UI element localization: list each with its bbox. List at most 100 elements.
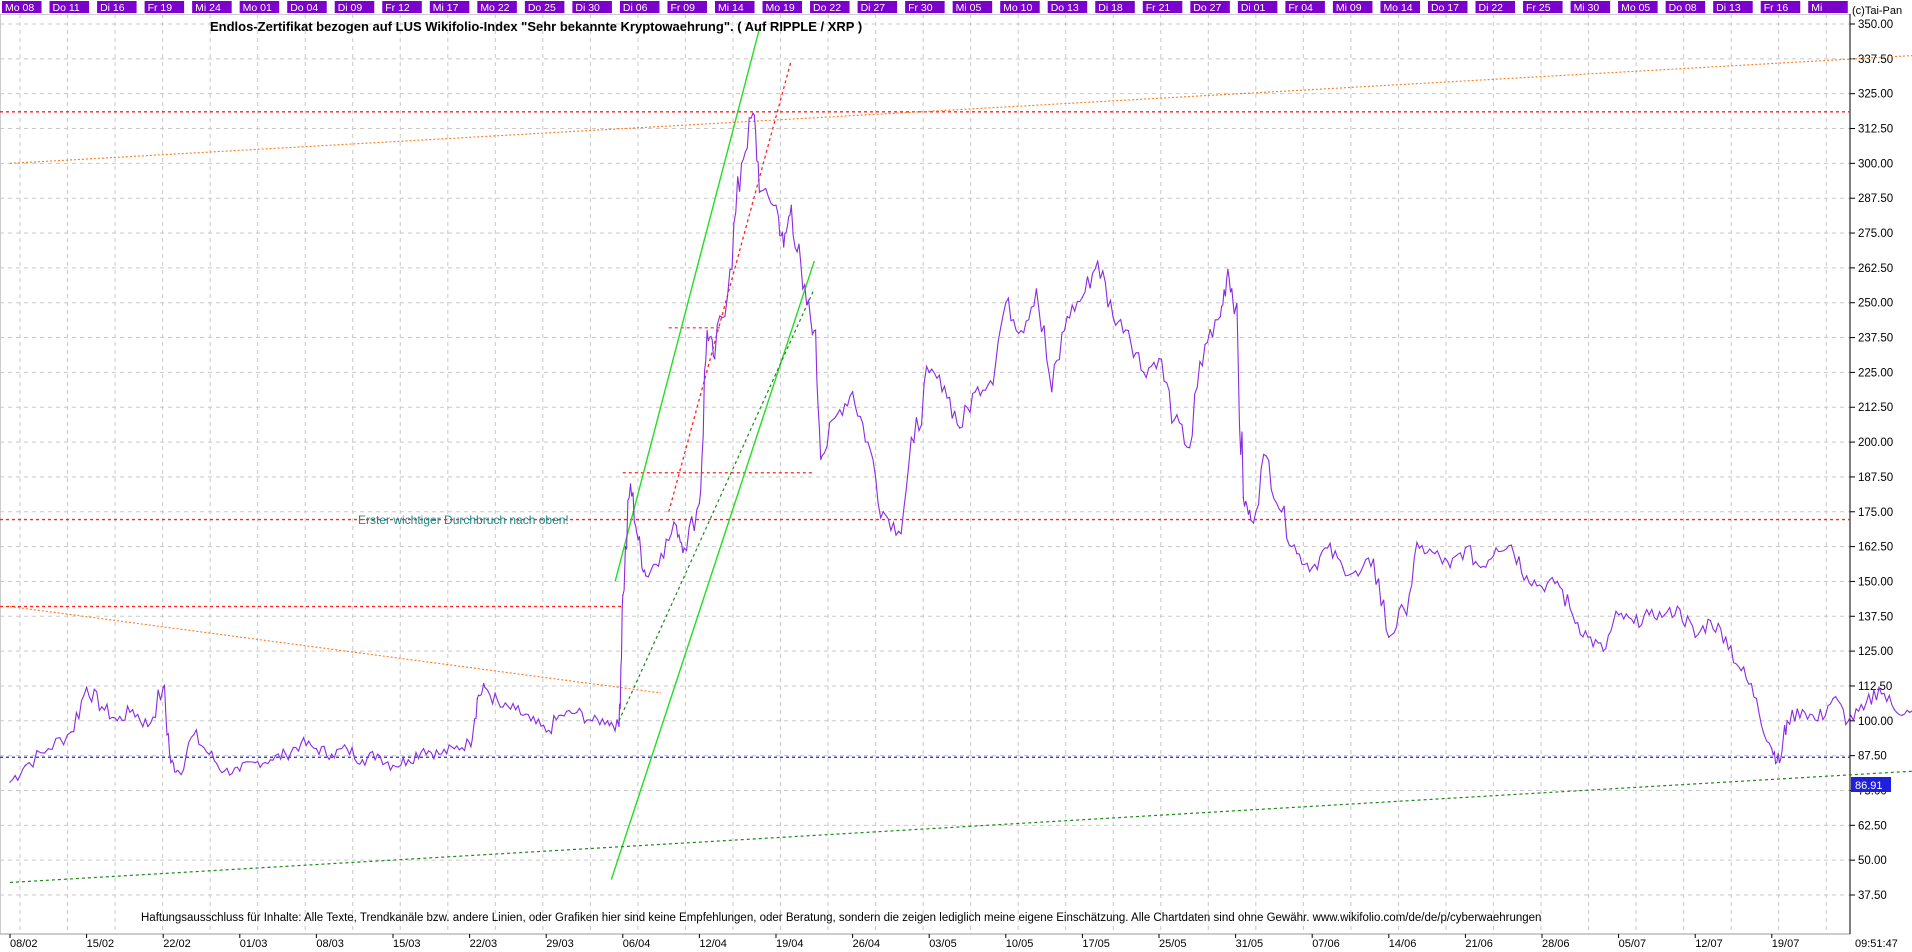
top-day-cell [1237,1,1278,13]
data-point [783,246,785,248]
top-day-label: Fr 16 [1764,2,1789,14]
data-point [660,553,662,555]
data-point [1342,566,1344,569]
top-day-cell [952,1,993,13]
data-point [70,731,72,733]
data-point [1035,288,1037,290]
data-point [1755,697,1758,700]
top-day-cell [1523,1,1563,13]
data-point [1372,558,1375,560]
y-tick-label: 225.00 [1858,367,1893,379]
bottom-date-label: 31/05 [1236,938,1264,950]
trendline-green-upper [614,23,762,582]
top-day-label: Do 13 [1051,2,1079,14]
top-day-cell [1095,1,1135,13]
data-point [1005,302,1007,304]
data-point [1847,720,1849,722]
top-day-cell [477,1,517,13]
bottom-date-label: 22/02 [163,938,191,950]
y-tick-label: 162.50 [1858,542,1893,554]
top-day-label: Mo 14 [1383,2,1412,14]
top-day-cell [572,1,612,13]
y-tick-label: 187.50 [1858,472,1893,484]
top-day-label: Do 22 [813,2,841,14]
top-day-label: Mi 24 [195,2,221,14]
top-day-cell [1380,1,1420,13]
data-point [1633,622,1635,624]
y-tick-label: 350.00 [1858,19,1893,31]
data-point [618,725,620,728]
top-day-cell [857,1,898,13]
top-day-cell [287,1,327,13]
data-point [101,706,103,708]
top-day-label: Di 06 [623,2,648,14]
copyright-label: (c)Tai-Pan [1852,5,1902,17]
top-day-cell [192,1,232,13]
y-tick-label: 275.00 [1858,228,1893,240]
top-day-cell [1142,1,1183,13]
data-point [1556,580,1558,583]
top-day-label: Di 16 [100,2,125,14]
bottom-date-label: 19/04 [776,938,804,950]
data-point [1449,566,1451,569]
top-day-label: Mo 22 [480,2,509,14]
top-day-cell [1570,1,1611,13]
data-point [1832,697,1834,700]
data-point [423,748,425,750]
top-day-cell [1427,1,1468,13]
bottom-date-label: 01/03 [240,938,268,950]
y-tick-label: 50.00 [1858,855,1887,867]
bottom-date-label: 12/04 [699,938,727,950]
data-point [1618,614,1620,616]
timestamp-label: 09:51:47 [1855,938,1898,950]
y-tick-label: 237.50 [1858,333,1893,345]
trendline-green-dotted-support [9,770,1912,884]
top-day-cell [334,1,375,13]
y-tick-label: 325.00 [1858,89,1893,101]
top-day-cell [810,1,850,13]
data-point [1296,553,1298,555]
bottom-date-label: 06/04 [623,938,651,950]
data-point [1526,575,1528,577]
top-day-label: Mo 01 [243,2,272,14]
trendline-green-dotted-steep [618,288,815,722]
data-point [629,483,632,485]
y-axis: 350.00 337.50 325.00 312.50 300.00 287.50 275.… [1849,14,1893,934]
top-day-cell [97,1,137,13]
top-day-cell [1285,1,1325,13]
top-day-cell [1618,1,1658,13]
data-point [1909,711,1911,714]
data-point [1388,636,1390,638]
top-day-label: Mo 10 [1003,2,1032,14]
chart-title: Endlos-Zertifikat bezogen auf LUS Wikifo… [210,19,862,34]
data-point [361,759,363,761]
y-tick-label: 175.00 [1858,507,1893,519]
data-point [1679,608,1681,610]
data-point [775,204,777,206]
data-point [1250,519,1252,521]
top-day-cell [1713,1,1753,13]
data-point [208,753,210,755]
bottom-date-label: 15/02 [87,938,115,950]
top-day-cell [667,1,707,13]
data-point [1495,547,1497,549]
top-day-cell [1047,1,1088,13]
top-day-cell [1000,1,1040,13]
bottom-date-label: 19/07 [1772,938,1800,950]
y-tick-label: 300.00 [1858,158,1893,170]
series-line [9,112,1912,783]
data-point [1020,330,1022,332]
top-day-label: Fr 04 [1288,2,1313,14]
data-point [1158,357,1160,360]
data-point [453,748,455,750]
bottom-date-label: 05/07 [1619,938,1647,950]
data-point [1878,686,1880,689]
top-day-label: Di 13 [1716,2,1741,14]
data-point [867,441,869,443]
bottom-date-label: 26/04 [853,938,881,950]
data-point [1480,566,1482,569]
data-point [928,371,930,373]
top-day-cell [1475,1,1516,13]
